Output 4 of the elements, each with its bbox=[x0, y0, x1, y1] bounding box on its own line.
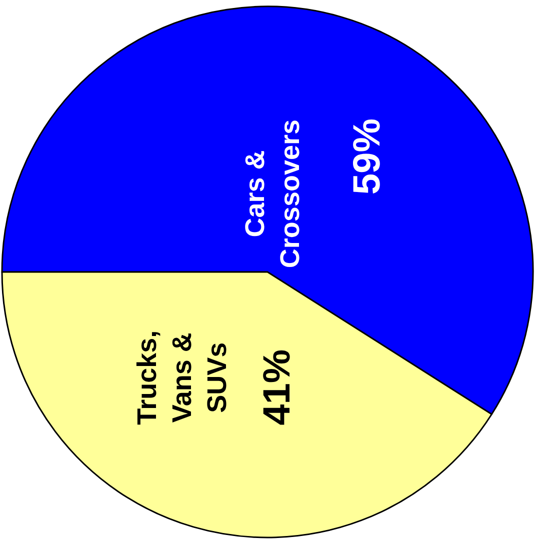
data-label: 59% bbox=[346, 118, 388, 195]
slice-label: Cars & Crossovers bbox=[240, 119, 306, 268]
slice-label: Trucks, Vans & SUVs bbox=[132, 330, 232, 425]
data-label: 41% bbox=[256, 349, 299, 426]
